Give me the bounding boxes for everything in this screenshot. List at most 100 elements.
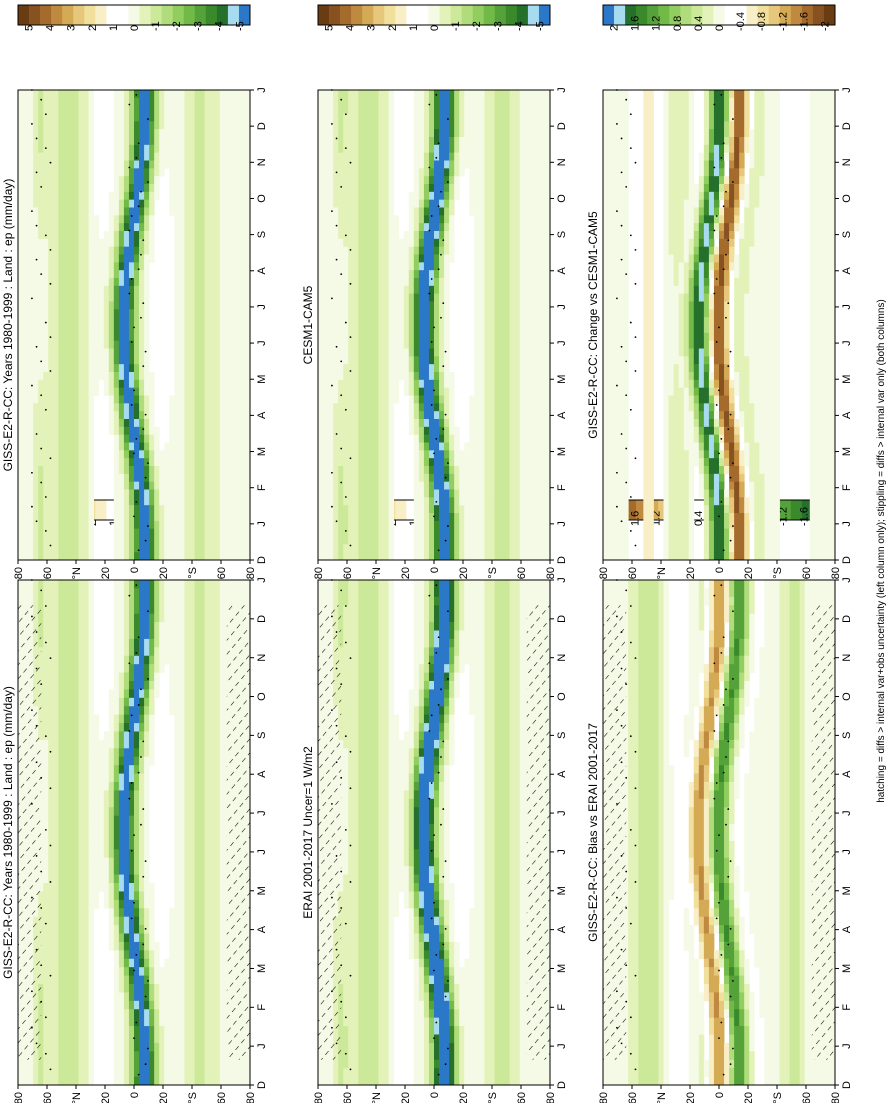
heatmap-cell [108, 849, 115, 859]
heatmap-cell [219, 967, 226, 976]
heatmap-cell [58, 223, 64, 232]
heatmap-cell [164, 647, 170, 657]
heatmap-cell [194, 647, 200, 657]
heatmap-cell [229, 1076, 236, 1086]
heatmap-cell [68, 270, 74, 279]
heatmap-cell [189, 975, 195, 985]
heatmap-cell [43, 832, 49, 842]
heatmap-cell [179, 434, 185, 443]
heatmap-cell [214, 215, 221, 224]
heatmap-cell [219, 238, 226, 248]
heatmap-cell [43, 121, 49, 130]
heatmap-cell [189, 466, 195, 475]
heatmap-cell [63, 807, 69, 817]
heatmap-cell [139, 697, 145, 707]
heatmap-cell [144, 941, 150, 951]
heatmap-cell [234, 129, 241, 138]
heatmap-cell [118, 681, 125, 690]
heatmap-cell [53, 262, 59, 271]
heatmap-cell [184, 782, 190, 791]
heatmap-cell [68, 647, 74, 657]
heatmap-cell [204, 379, 211, 389]
heatmap-cell [58, 908, 64, 918]
heatmap-cell [33, 129, 39, 138]
heatmap-cell [128, 756, 135, 766]
heatmap-cell [128, 254, 135, 263]
heatmap-cell [118, 706, 125, 716]
heatmap-cell [214, 403, 221, 412]
colorbar-swatch [95, 500, 107, 520]
heatmap-cell [209, 199, 216, 208]
heatmap-cell [38, 505, 44, 514]
heatmap-cell [58, 144, 64, 154]
heatmap-cell [219, 105, 226, 114]
heatmap-cell [48, 293, 54, 302]
heatmap-cell [139, 223, 145, 232]
heatmap-cell [113, 739, 120, 749]
heatmap-cell [83, 505, 90, 514]
heatmap-cell [179, 933, 185, 943]
heatmap-cell [209, 317, 216, 326]
heatmap-cell [118, 756, 125, 766]
heatmap-cell [209, 301, 216, 310]
heatmap-cell [204, 105, 211, 114]
heatmap-cell [28, 596, 34, 606]
heatmap-cell [88, 262, 95, 271]
heatmap-cell [199, 647, 206, 657]
heatmap-cell [118, 1009, 125, 1019]
heatmap-cell [38, 129, 44, 138]
heatmap-cell [103, 325, 110, 334]
heatmap-cell [224, 1059, 231, 1069]
heatmap-cell [43, 536, 49, 545]
heatmap-cell [53, 356, 59, 365]
heatmap-cell [179, 458, 185, 467]
heatmap-cell [68, 144, 74, 154]
heatmap-cell [78, 941, 84, 951]
heatmap-cell [159, 121, 165, 130]
heatmap-cell [209, 790, 216, 800]
heatmap-cell [73, 1051, 79, 1061]
heatmap-cell [184, 254, 190, 263]
heatmap-cell [48, 544, 54, 553]
heatmap-cell [174, 332, 180, 342]
heatmap-cell [194, 520, 200, 530]
heatmap-cell [118, 605, 125, 615]
heatmap-cell [123, 723, 130, 732]
heatmap-cell [189, 246, 195, 255]
heatmap-cell [234, 113, 241, 122]
heatmap-cell [53, 144, 59, 154]
heatmap-cell [33, 348, 39, 357]
heatmap-cell [159, 1059, 165, 1069]
heatmap-cell [169, 975, 175, 985]
heatmap-cell [78, 638, 84, 648]
heatmap-cell [209, 450, 216, 459]
heatmap-cell [174, 580, 180, 589]
heatmap-cell [179, 137, 185, 146]
heatmap-cell [209, 933, 216, 943]
heatmap-cell [73, 223, 79, 232]
heatmap-cell [139, 807, 145, 817]
heatmap-cell [103, 883, 110, 892]
heatmap-cell [73, 144, 79, 154]
heatmap-cell [154, 1059, 160, 1069]
heatmap-cell [139, 782, 145, 791]
heatmap-cell [189, 293, 195, 302]
heatmap-cell [98, 773, 105, 783]
heatmap-cell [199, 622, 206, 631]
heatmap-cell [154, 536, 160, 545]
heatmap-cell [68, 520, 74, 530]
heatmap-cell [189, 697, 195, 707]
heatmap-cell [139, 714, 145, 724]
heatmap-cell [209, 513, 216, 522]
heatmap-cell [139, 325, 145, 334]
heatmap-cell [78, 664, 84, 673]
heatmap-cell [53, 442, 59, 451]
heatmap-cell [113, 664, 120, 673]
heatmap-cell [83, 387, 90, 396]
panel-title: GISS-E2-R-CC: Years 1980-1999 : Land : e… [1, 686, 15, 979]
heatmap-cell [48, 466, 54, 475]
heatmap-cell [23, 411, 29, 420]
heatmap-cell [214, 301, 221, 310]
heatmap-cell [68, 536, 74, 545]
heatmap-cell [139, 426, 145, 436]
